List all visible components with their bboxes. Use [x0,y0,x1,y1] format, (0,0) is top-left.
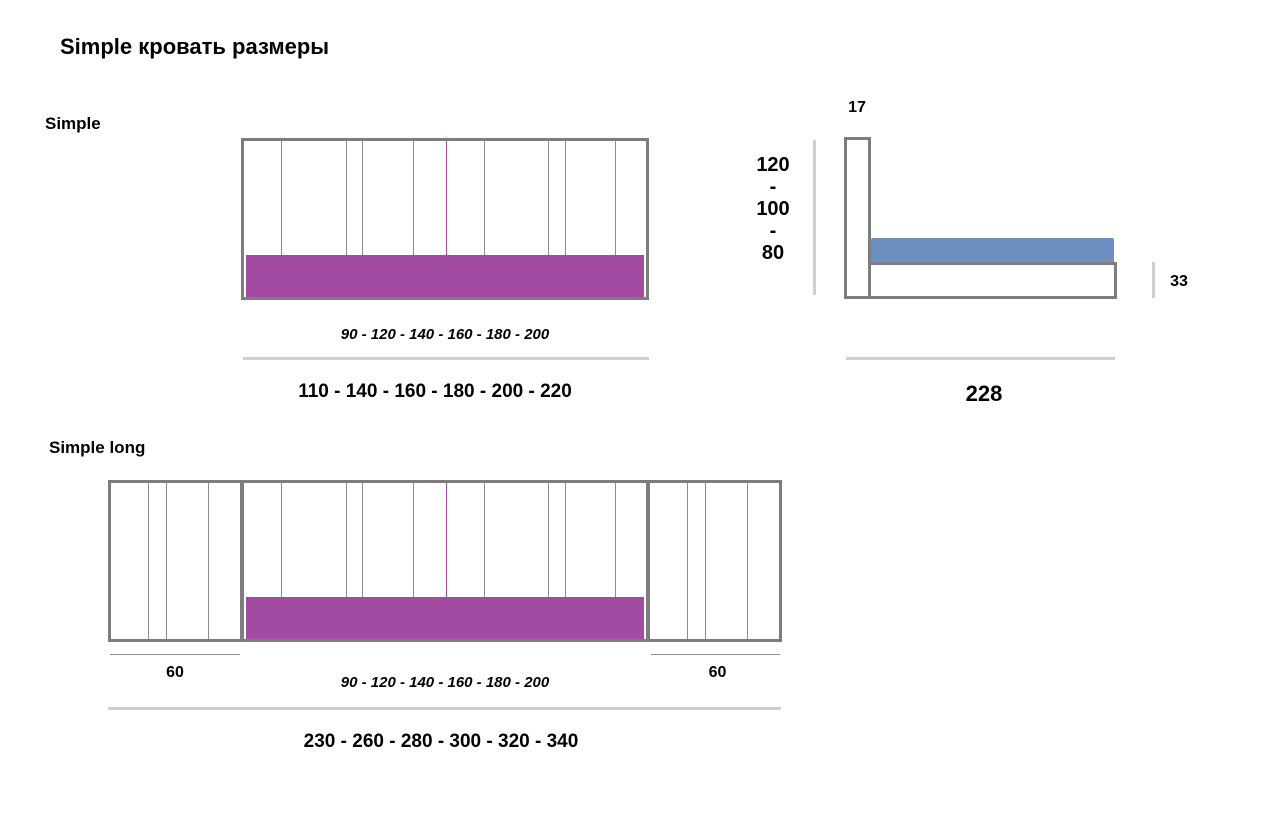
simple-long-right-panel [647,480,782,642]
headboard-center-line [446,141,447,297]
headboard-height-value: 100 [756,198,790,220]
side-mattress [871,238,1114,264]
simple-long-left-panel [108,480,243,642]
headboard-height-separator: - [769,220,777,242]
headboard-panel-line [565,483,566,639]
headboard-panel-line [281,483,282,639]
right-width-ruler [651,654,780,655]
simple-front-mattress [246,255,644,297]
headboard-panel-line [346,141,347,297]
base-height-ruler [1152,262,1155,298]
headboard-height-value: 80 [761,242,785,264]
left-width: 60 [166,664,184,681]
headboard-panel-line [281,141,282,297]
section-label-simple: Simple [45,114,101,133]
headboard-panel-line [615,483,616,639]
headboard-panel-line [484,141,485,297]
panel-line [148,483,149,639]
simple-front-headboard [241,138,649,300]
right-width: 60 [708,664,727,681]
total-width-ruler [108,707,781,710]
panel-line [208,483,209,639]
section-label-simple-long: Simple long [49,438,146,457]
simple-long-inner-widths: 90 - 120 - 140 - 160 - 180 - 200 [340,674,550,691]
headboard-panel-line [548,141,549,297]
headboard-height-value: 120 [756,154,790,176]
side-length-ruler [846,357,1115,360]
headboard-panel-line [346,483,347,639]
simple-width-ruler [243,357,649,360]
headboard-panel-line [565,141,566,297]
side-base [868,262,1117,299]
simple-long-total-widths: 230 - 260 - 280 - 300 - 320 - 340 [303,731,579,752]
left-width-ruler [110,654,240,655]
headboard-center-line [446,483,447,639]
panel-line [687,483,688,639]
headboard-height-separator: - [769,176,777,198]
panel-line [705,483,706,639]
headboard-panel-line [484,483,485,639]
simple-long-headboard [241,480,649,642]
panel-line [166,483,167,639]
headboard-panel-line [362,483,363,639]
side-length: 228 [965,381,1003,406]
side-headboard [844,137,871,299]
base-height: 33 [1170,273,1188,290]
headboard-height-ruler [813,140,816,295]
headboard-panel-line [615,141,616,297]
headboard-panel-line [362,141,363,297]
simple-outer-widths: 110 - 140 - 160 - 180 - 200 - 220 [298,381,572,402]
simple-long-mattress [246,597,644,639]
page-title: Simple кровать размеры [60,34,330,59]
simple-inner-widths: 90 - 120 - 140 - 160 - 180 - 200 [340,326,550,343]
headboard-panel-line [413,483,414,639]
headboard-heights: 120 - 100 - 80 [748,154,798,264]
headboard-panel-line [413,141,414,297]
headboard-panel-line [548,483,549,639]
panel-line [747,483,748,639]
headboard-thickness: 17 [848,99,866,116]
